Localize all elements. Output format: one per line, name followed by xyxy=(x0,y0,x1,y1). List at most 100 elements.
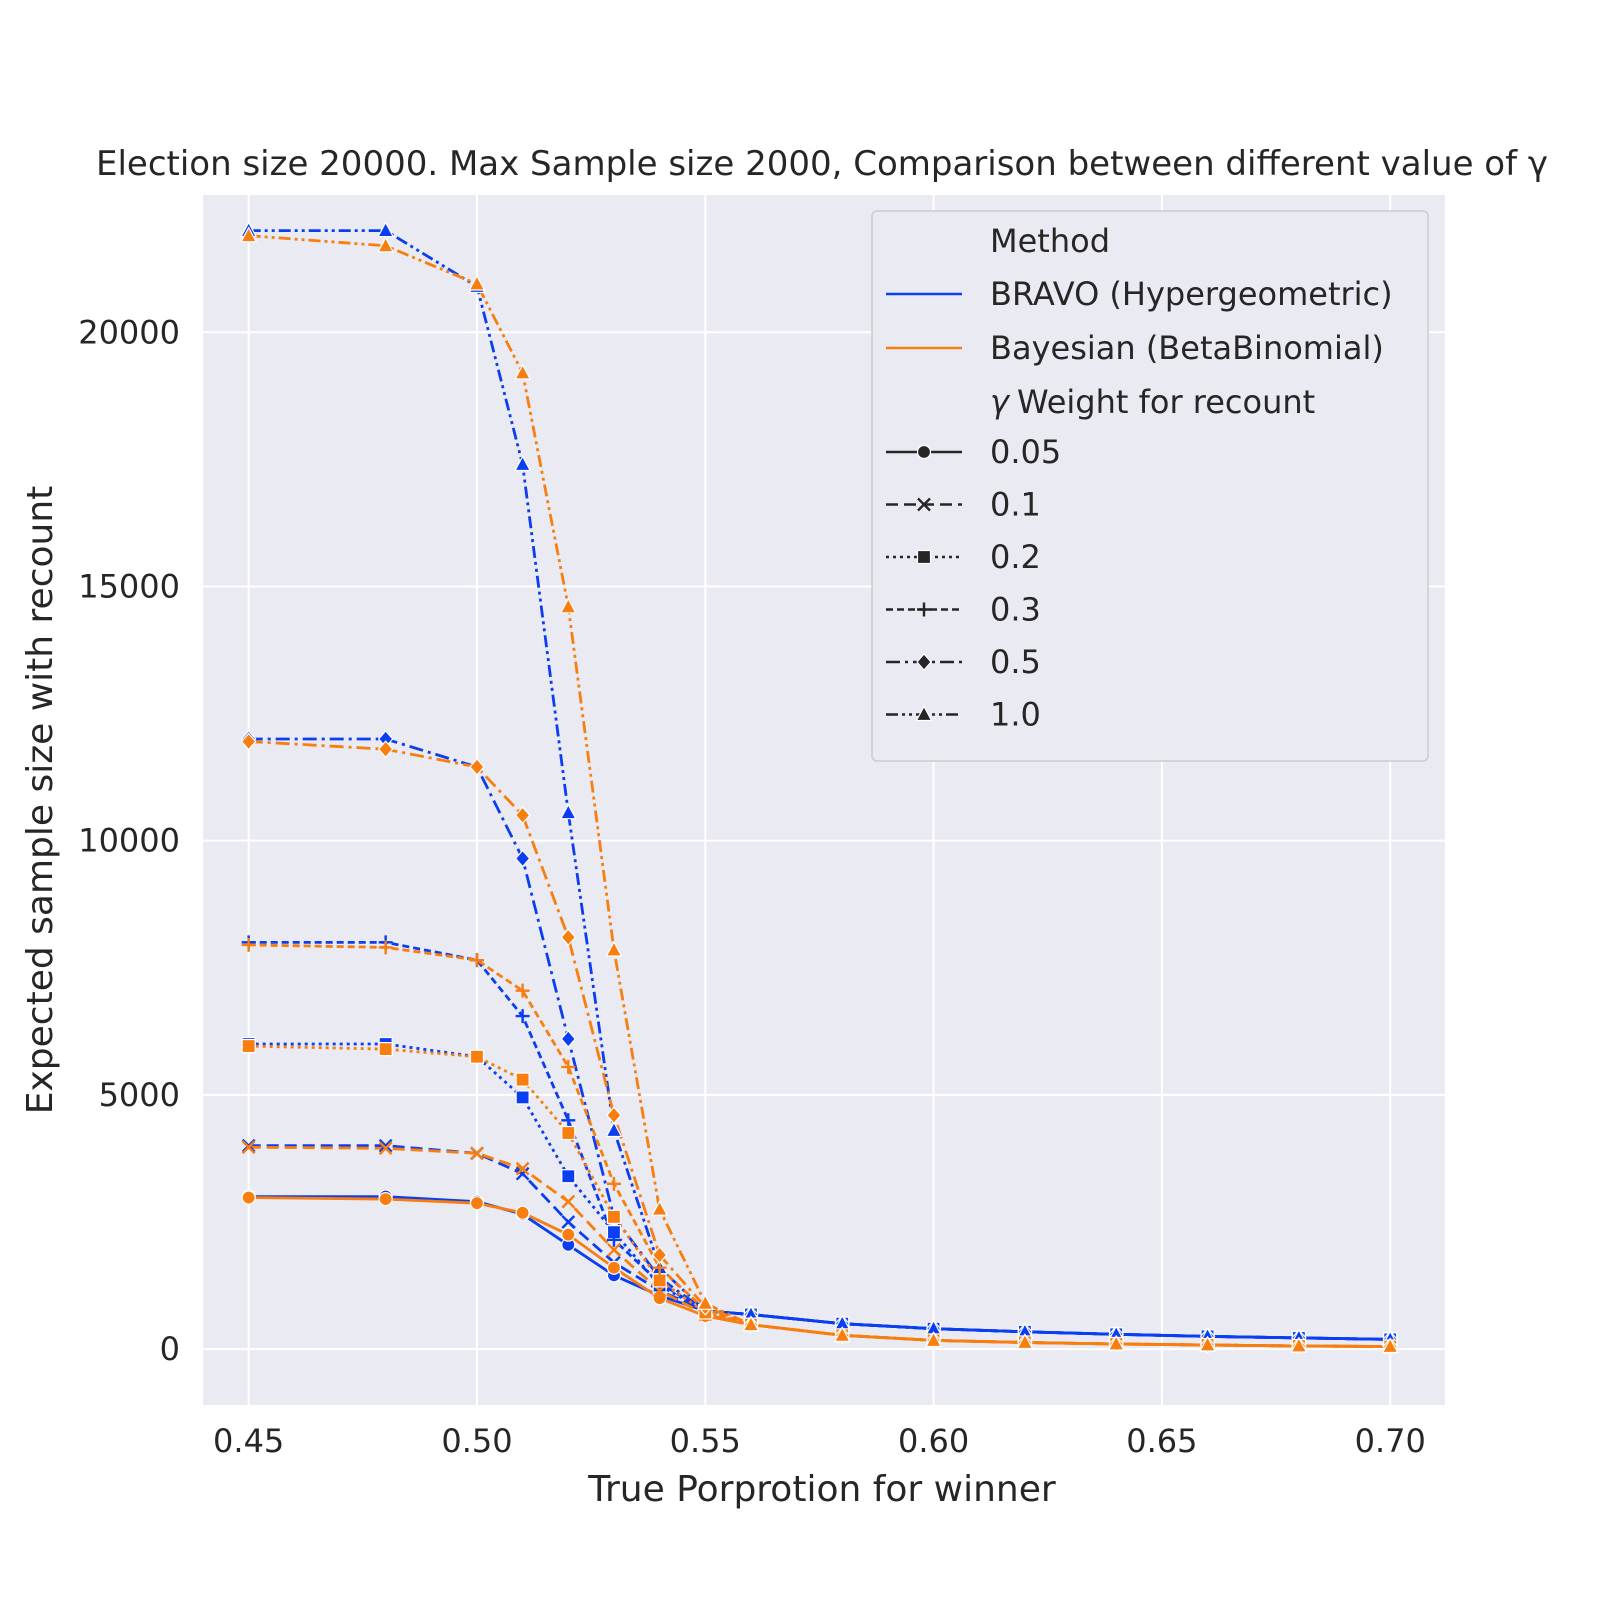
legend-marker-square xyxy=(916,549,932,565)
series-line xyxy=(248,740,1391,1348)
legend-gamma-header-text: Weight for recount xyxy=(1017,383,1315,421)
series-point-plus xyxy=(378,940,393,955)
series-point-square xyxy=(469,1049,485,1064)
y-axis-label: Expected sample size with recount xyxy=(20,486,61,1115)
legend-gamma-label: 0.05 xyxy=(990,433,1061,471)
y-tick-label: 10000 xyxy=(78,822,180,860)
chart-title: Election size 20000. Max Sample size 200… xyxy=(96,144,1548,184)
legend-marker-circle xyxy=(916,444,932,460)
legend-gamma-2: 0.2 xyxy=(886,538,1041,576)
legend-gamma-entries: 0.05 0.1 0.2 0.3 0.5 1.0 xyxy=(886,433,1061,734)
series-point-plus xyxy=(561,1059,576,1074)
legend-method-label-bravo: BRAVO (Hypergeometric) xyxy=(990,275,1393,313)
series-point-x xyxy=(241,1140,256,1155)
series-line xyxy=(248,1145,1391,1348)
x-tick-label: 0.45 xyxy=(213,1422,284,1460)
legend-gamma-5: 1.0 xyxy=(886,696,1041,734)
x-tick-label: 0.70 xyxy=(1355,1422,1426,1460)
series-point-diamond xyxy=(240,732,257,751)
series-point-triangle xyxy=(468,274,486,291)
legend-box xyxy=(871,210,1429,762)
series-point-triangle xyxy=(742,1315,760,1332)
legend-marker-x xyxy=(917,497,931,512)
legend-marker-triangle xyxy=(915,705,933,722)
x-axis-label: True Porprotion for winner xyxy=(587,1469,1056,1510)
series-point-plus xyxy=(606,1232,621,1247)
series-point-x xyxy=(515,1161,530,1176)
legend-gamma-label: 0.3 xyxy=(990,591,1041,629)
series-point-diamond xyxy=(651,1246,668,1264)
x-tick-label: 0.50 xyxy=(441,1422,512,1460)
series-point-square xyxy=(241,1038,256,1054)
legend-method-header: Method xyxy=(990,222,1110,260)
series-point-diamond xyxy=(514,849,531,868)
series-point-square xyxy=(515,1090,530,1105)
series-line xyxy=(248,737,1391,1341)
series-point-square xyxy=(561,1169,576,1184)
legend-gamma-label: 0.5 xyxy=(990,643,1041,681)
x-tick-label: 0.65 xyxy=(1126,1422,1197,1460)
data-markers xyxy=(240,221,1399,1356)
legend-gamma-label: 0.2 xyxy=(990,538,1041,576)
data-lines xyxy=(248,229,1391,1348)
legend-gamma-symbol: γ xyxy=(990,383,1011,421)
series-point-triangle xyxy=(696,1294,714,1310)
series-point-triangle xyxy=(605,940,623,957)
series-line xyxy=(248,234,1391,1348)
legend-gamma-1: 0.1 xyxy=(886,486,1041,524)
series-point-square xyxy=(378,1042,393,1057)
x-tick-label: 0.60 xyxy=(898,1422,969,1460)
legend-gamma-3: 0.3 xyxy=(886,591,1041,629)
series-point-plus xyxy=(469,953,484,968)
series-point-triangle xyxy=(1381,1337,1399,1354)
series-point-triangle xyxy=(559,803,577,820)
legend-gamma-4: 0.5 xyxy=(886,643,1041,681)
series-point-circle xyxy=(469,1196,485,1211)
series-point-x xyxy=(561,1194,576,1209)
series-point-triangle xyxy=(1016,1333,1034,1350)
series-point-plus xyxy=(515,1009,530,1024)
series-point-x xyxy=(378,1141,393,1156)
series-point-triangle xyxy=(925,1331,943,1348)
series-point-triangle xyxy=(833,1326,851,1342)
series-point-triangle xyxy=(651,1199,669,1216)
series-point-square xyxy=(515,1072,530,1087)
legend-gamma-header: γ Weight for recount xyxy=(990,383,1315,421)
series-point-triangle xyxy=(1107,1334,1125,1351)
legend-gamma-label: 0.1 xyxy=(990,486,1041,524)
series-point-diamond xyxy=(606,1106,622,1125)
series-point-plus xyxy=(606,1176,621,1191)
series-point-diamond xyxy=(514,806,531,825)
series-point-plus xyxy=(515,983,530,998)
series-point-diamond xyxy=(469,758,485,776)
series-point-triangle xyxy=(1290,1336,1308,1353)
series-point-square xyxy=(606,1209,622,1224)
x-tick-labels: 0.45 0.50 0.55 0.60 0.65 0.70 xyxy=(213,1422,1426,1460)
series-point-diamond xyxy=(560,928,577,947)
series-point-triangle xyxy=(559,597,577,614)
legend-method-1: Bayesian (BetaBinomial) xyxy=(886,329,1384,367)
series-point-triangle xyxy=(514,455,532,472)
series-point-x xyxy=(378,1138,393,1153)
legend-gamma-label: 1.0 xyxy=(990,696,1041,734)
y-tick-label: 0 xyxy=(160,1330,180,1368)
series-point-circle xyxy=(241,1190,256,1205)
series-line xyxy=(248,1042,1391,1341)
legend-marker-plus xyxy=(917,602,931,617)
series-point-x xyxy=(470,1146,484,1161)
legend: Method BRAVO (Hypergeometric) Bayesian (… xyxy=(871,210,1429,762)
series-point-plus xyxy=(561,1113,576,1128)
series-point-square xyxy=(652,1273,667,1288)
series-point-circle xyxy=(561,1227,576,1242)
series-point-triangle xyxy=(377,236,395,253)
legend-gamma-0: 0.05 xyxy=(886,433,1061,471)
series-point-triangle xyxy=(1199,1335,1217,1352)
series-point-square xyxy=(561,1125,576,1141)
x-tick-label: 0.55 xyxy=(670,1422,741,1460)
series-point-x xyxy=(561,1215,576,1229)
series-point-circle xyxy=(515,1205,530,1220)
legend-method-label-bayesian: Bayesian (BetaBinomial) xyxy=(990,329,1384,367)
series-point-circle xyxy=(606,1260,622,1275)
series-point-diamond xyxy=(560,1030,577,1048)
